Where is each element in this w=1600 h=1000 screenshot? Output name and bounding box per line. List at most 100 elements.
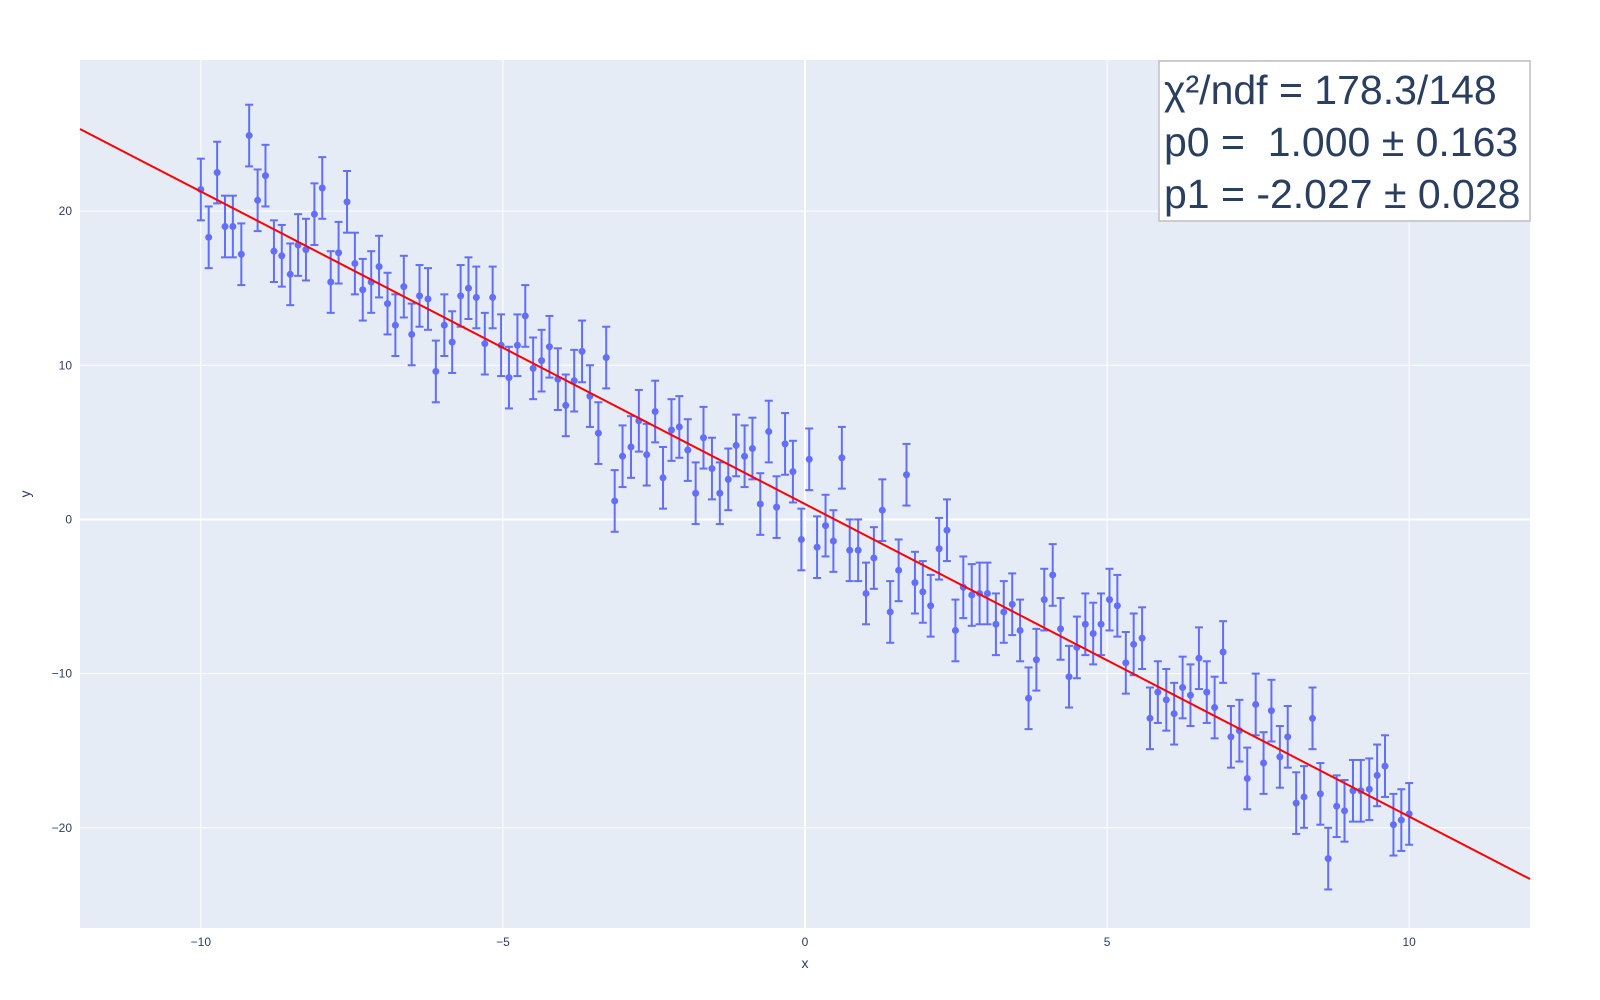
data-point [1275, 725, 1284, 789]
data-point [951, 598, 960, 663]
data-point [196, 157, 205, 222]
data-point [1170, 681, 1179, 746]
data-point [1186, 663, 1195, 728]
data-marker [1316, 790, 1324, 798]
data-marker [359, 286, 367, 294]
data-marker [943, 526, 951, 534]
y-tick-label: 20 [59, 204, 73, 218]
data-point [707, 436, 716, 501]
data-marker [951, 626, 959, 634]
data-point [358, 257, 367, 322]
data-marker [1025, 694, 1033, 702]
data-marker [464, 284, 472, 292]
data-point [431, 339, 440, 404]
data-marker [1032, 656, 1040, 664]
data-marker [1365, 785, 1373, 793]
data-point [894, 538, 903, 603]
data-point [594, 401, 603, 465]
data-point [983, 561, 992, 626]
data-marker [838, 454, 846, 462]
data-marker [692, 489, 700, 497]
data-marker [1333, 802, 1341, 810]
data-marker [1162, 696, 1170, 704]
data-marker [432, 367, 440, 375]
data-point [277, 223, 286, 288]
data-marker [773, 503, 781, 511]
data-point [407, 302, 416, 367]
data-marker [1130, 640, 1138, 648]
data-point [764, 399, 773, 464]
data-point [651, 379, 660, 444]
data-point [813, 515, 822, 580]
data-point [715, 461, 724, 526]
y-tick-label: 0 [65, 512, 72, 526]
data-point [578, 319, 587, 384]
data-marker [822, 522, 830, 530]
data-marker [213, 169, 221, 177]
data-marker [805, 455, 813, 463]
data-marker [1276, 753, 1284, 761]
data-point [1365, 757, 1374, 822]
data-marker [318, 184, 326, 192]
data-marker [1203, 688, 1211, 696]
data-point [1292, 771, 1301, 835]
data-marker [1146, 714, 1154, 722]
data-point [1300, 765, 1309, 829]
data-point [788, 439, 797, 504]
data-marker [440, 321, 448, 329]
data-point [1065, 644, 1074, 709]
data-point [301, 217, 310, 282]
data-marker [424, 295, 432, 303]
data-marker [1000, 608, 1008, 616]
data-point [959, 555, 968, 620]
data-point [854, 518, 863, 583]
data-marker [375, 263, 383, 271]
data-marker [1170, 710, 1178, 718]
data-marker [675, 423, 683, 431]
data-marker [448, 338, 456, 346]
data-point [918, 560, 927, 624]
data-point [399, 254, 408, 319]
data-marker [708, 465, 716, 473]
data-marker [578, 347, 586, 355]
data-point [1267, 678, 1276, 743]
data-marker [481, 340, 489, 348]
data-point [1219, 620, 1228, 684]
data-marker [457, 292, 465, 300]
y-axis-title: y [17, 491, 33, 498]
data-marker [351, 260, 359, 268]
data-point [221, 194, 229, 259]
data-point [1226, 704, 1235, 769]
data-marker [919, 588, 927, 596]
data-point [286, 242, 295, 307]
data-point [204, 205, 213, 270]
data-marker [416, 292, 424, 300]
data-marker [756, 500, 764, 508]
data-marker [611, 497, 619, 505]
data-point [667, 398, 676, 462]
data-marker [968, 591, 976, 599]
data-marker [254, 196, 262, 204]
data-point [999, 580, 1008, 644]
data-point [440, 293, 449, 358]
data-point [1373, 743, 1382, 808]
data-marker [1040, 596, 1048, 604]
data-marker [270, 247, 278, 255]
data-marker [400, 283, 408, 291]
data-marker [789, 468, 797, 476]
x-axis-title: x [802, 955, 809, 971]
data-marker [335, 249, 343, 257]
data-point [513, 313, 522, 378]
chi2-ndf-label: χ²/ndf = 178.3/148 [1164, 67, 1497, 113]
x-tick-label: 0 [802, 935, 809, 949]
data-point [375, 234, 384, 299]
fit-line [79, 128, 1531, 880]
data-marker [748, 445, 756, 453]
fit-results-border [1158, 60, 1531, 222]
p1-label: p1 = -2.027 ± 0.028 [1164, 171, 1520, 217]
data-marker [724, 475, 732, 483]
data-marker [327, 278, 335, 286]
data-marker [700, 434, 707, 442]
data-point [724, 447, 733, 512]
data-marker [221, 223, 229, 231]
